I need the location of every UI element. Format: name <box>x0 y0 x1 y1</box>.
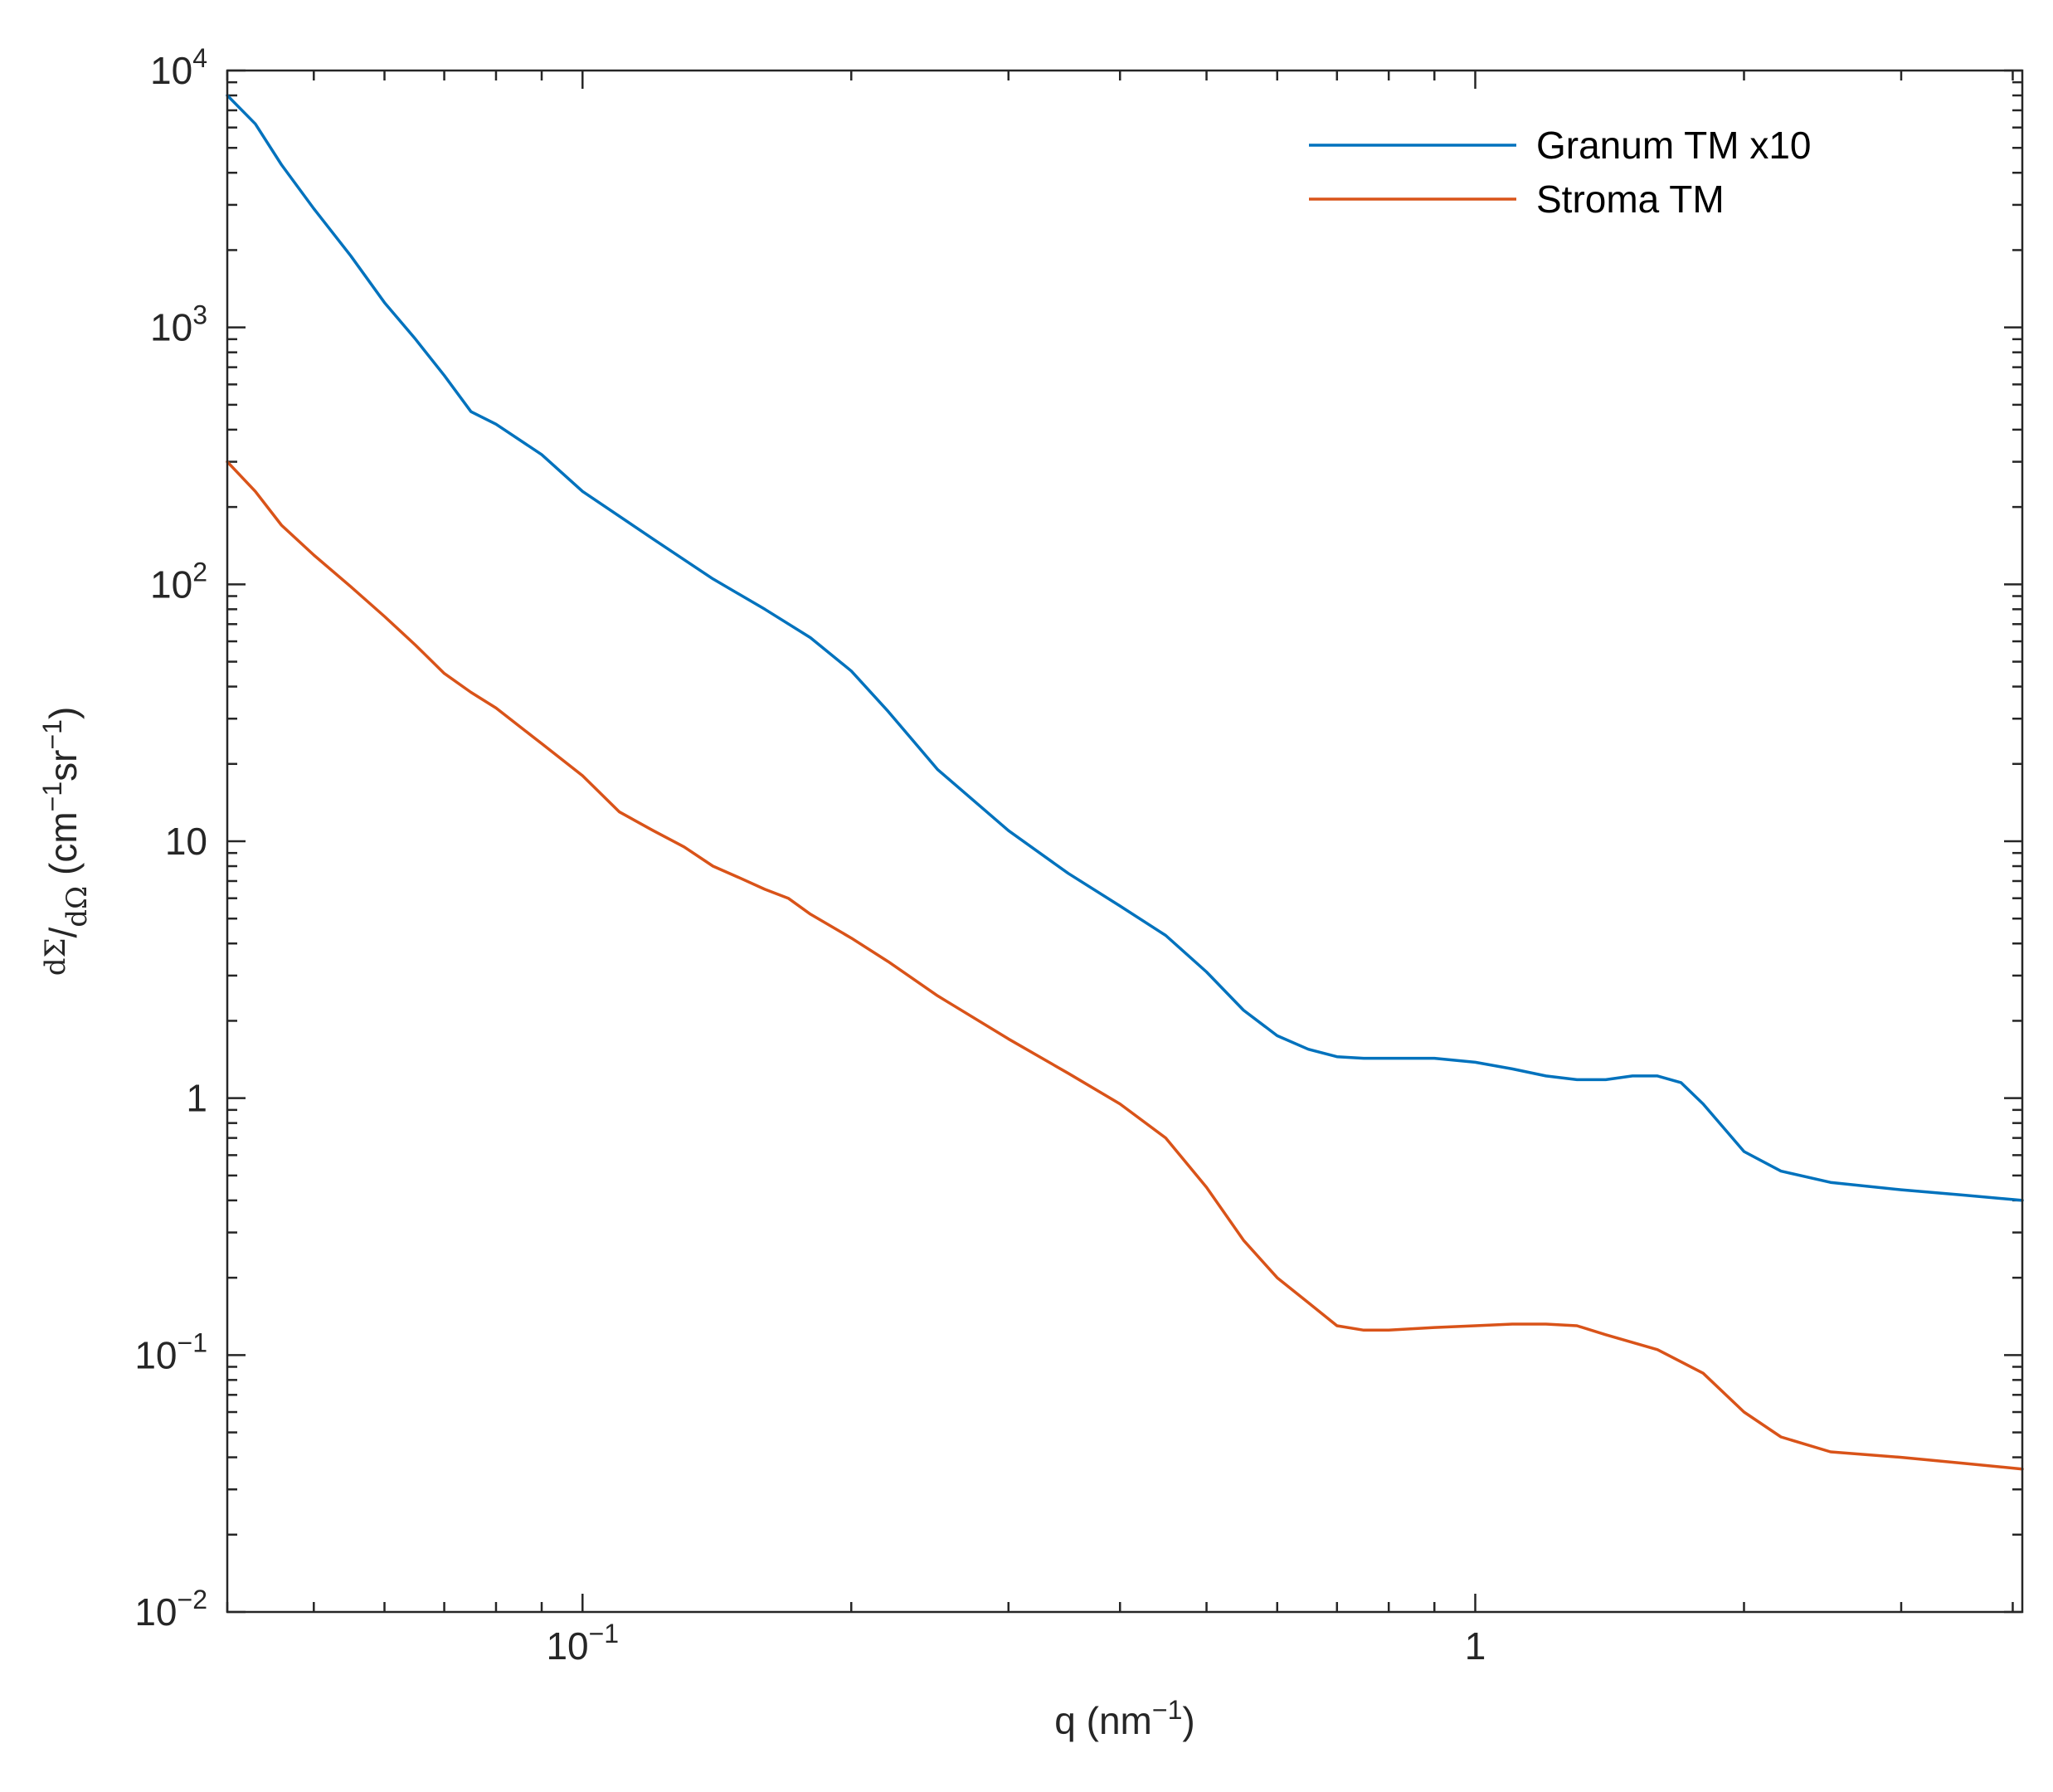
series-line-stroma-tm <box>226 460 2024 1471</box>
y-tick-label: 10−2 <box>134 1585 207 1634</box>
y-tick-labels: 10−2 10−1 1 10 102 103 104 <box>134 43 207 1634</box>
x-tick-label: 1 <box>1465 1624 1486 1668</box>
y-tick-label: 104 <box>150 43 207 92</box>
y-tick-label: 103 <box>150 300 207 349</box>
y-tick-label: 10−1 <box>134 1327 207 1376</box>
y-tick-label: 1 <box>186 1077 207 1120</box>
series-line-granum-tm-x10 <box>226 94 2024 1202</box>
y-axis-label: dΣ/dΩ (cm−1sr−1) <box>37 707 94 976</box>
plot-frame <box>226 69 2024 1614</box>
series-group <box>226 94 2024 1471</box>
legend-label-granum: Granum TM x10 <box>1536 124 1811 167</box>
legend: Granum TM x10 Stroma TM <box>1309 124 1811 221</box>
x-tick-labels: 10−1 1 <box>546 1619 1486 1668</box>
plot-area <box>227 71 2022 1612</box>
legend-label-stroma: Stroma TM <box>1536 178 1725 221</box>
y-tick-label: 10 <box>165 820 207 863</box>
x-axis-label: q (nm−1) <box>1054 1695 1194 1742</box>
y-tick-label: 102 <box>150 557 207 606</box>
x-tick-label: 10−1 <box>546 1619 619 1668</box>
